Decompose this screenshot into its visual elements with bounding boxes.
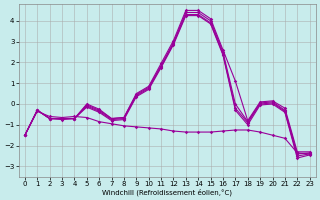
X-axis label: Windchill (Refroidissement éolien,°C): Windchill (Refroidissement éolien,°C) — [102, 188, 232, 196]
